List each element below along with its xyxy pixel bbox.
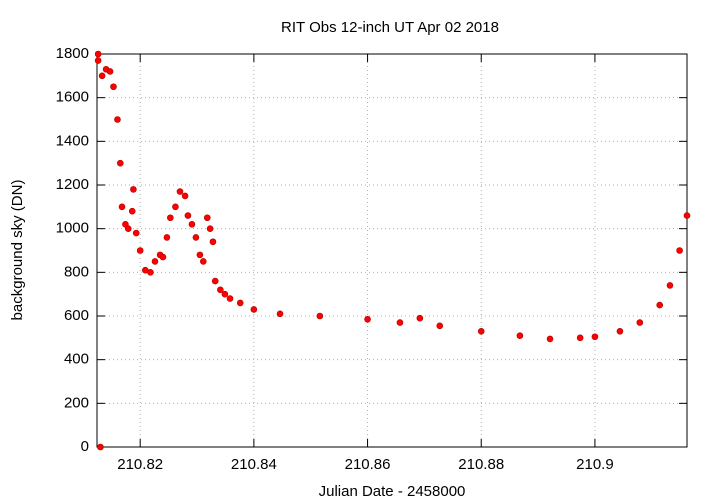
point — [676, 247, 683, 254]
point — [124, 225, 132, 232]
point — [666, 282, 674, 289]
y-tick-label: 1600 — [56, 89, 89, 106]
point — [591, 333, 599, 341]
point — [97, 443, 104, 451]
y-tick-label: 1200 — [56, 176, 89, 193]
point — [106, 68, 114, 75]
point — [130, 186, 137, 193]
point — [94, 50, 102, 58]
x-tick-label: 210.86 — [345, 456, 391, 473]
point — [167, 214, 174, 222]
point — [128, 207, 136, 215]
point — [114, 116, 121, 123]
plot-border — [96, 53, 688, 448]
y-tick-label: 1400 — [56, 132, 89, 149]
point — [159, 253, 167, 261]
y-tick-label: 1000 — [56, 220, 89, 237]
point — [217, 286, 224, 294]
point — [656, 301, 664, 309]
point — [316, 312, 324, 320]
point — [98, 72, 106, 80]
point — [436, 322, 444, 330]
point — [206, 225, 214, 232]
x-tick-label: 210.9 — [576, 456, 614, 473]
point — [196, 251, 204, 259]
y-tick-label: 0 — [81, 438, 89, 455]
point — [118, 203, 126, 211]
point — [147, 269, 154, 276]
point — [163, 234, 171, 241]
y-tick-label: 800 — [64, 263, 89, 280]
chart-title: RIT Obs 12-inch UT Apr 02 2018 — [281, 19, 499, 36]
point — [276, 310, 284, 318]
point — [477, 327, 485, 335]
point — [546, 335, 554, 343]
point — [364, 315, 371, 323]
point — [576, 334, 584, 342]
point — [184, 212, 192, 219]
point — [636, 319, 644, 326]
point — [516, 332, 524, 339]
point — [188, 221, 196, 228]
point — [181, 192, 189, 200]
point — [616, 327, 624, 335]
point — [209, 238, 217, 246]
point — [203, 214, 211, 222]
point — [236, 299, 244, 307]
x-tick-label: 210.82 — [117, 456, 163, 473]
y-axis-label: background sky (DN) — [9, 180, 26, 321]
point — [151, 258, 159, 265]
point — [172, 203, 179, 211]
point — [199, 258, 207, 265]
point — [226, 295, 234, 302]
point — [110, 83, 117, 91]
x-axis-label: Julian Date - 2458000 — [319, 483, 466, 500]
point — [250, 306, 258, 313]
point — [132, 229, 140, 237]
point — [117, 159, 124, 167]
point — [94, 57, 102, 64]
point — [396, 319, 404, 326]
y-tick-label: 1800 — [56, 45, 89, 62]
point — [683, 212, 691, 219]
x-tick-label: 210.88 — [458, 456, 504, 473]
point — [416, 314, 424, 322]
y-tick-label: 200 — [64, 394, 89, 411]
point — [136, 247, 144, 254]
y-tick-label: 400 — [64, 351, 89, 368]
point — [192, 234, 200, 241]
point — [221, 290, 229, 298]
point — [176, 188, 184, 195]
y-tick-label: 600 — [64, 307, 89, 324]
x-tick-label: 210.84 — [231, 456, 277, 473]
point — [211, 277, 219, 285]
